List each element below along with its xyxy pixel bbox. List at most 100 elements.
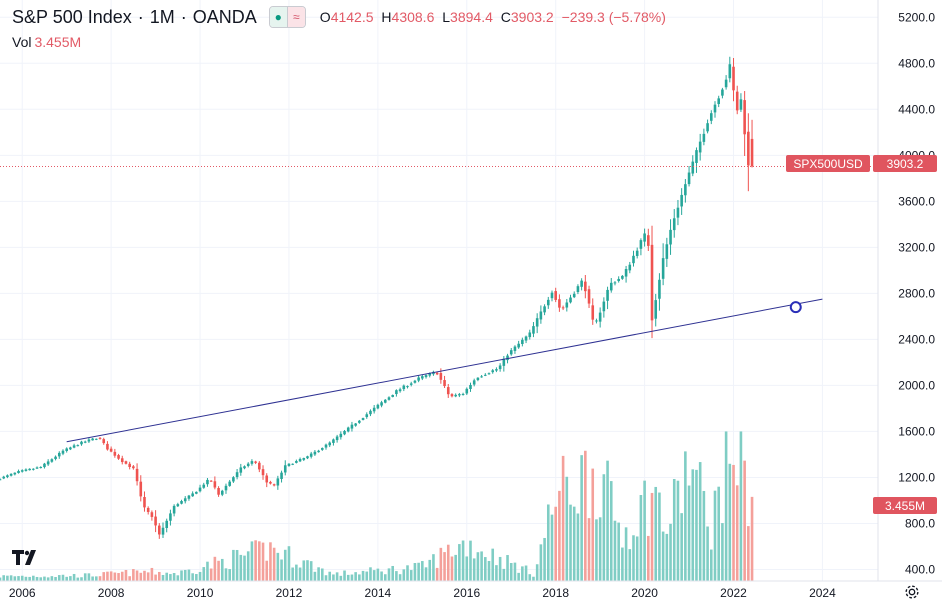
volume-bar: [91, 576, 94, 581]
candle-body: [376, 404, 380, 409]
candle-body: [724, 79, 728, 88]
trend-line-handle[interactable]: [789, 301, 802, 314]
volume-bar: [50, 576, 54, 581]
exchange-label[interactable]: OANDA: [192, 6, 257, 27]
candle-body: [339, 433, 343, 438]
candle-body: [380, 402, 383, 406]
compare-icon[interactable]: ≈: [287, 7, 305, 27]
volume-bar: [24, 576, 28, 581]
symbol-price-tag: SPX500USD: [786, 155, 870, 172]
price-tick-label: 5200.0: [898, 10, 935, 24]
volume-bar: [350, 574, 354, 581]
tradingview-logo-icon[interactable]: [11, 547, 41, 569]
candle-body: [128, 463, 131, 468]
volume-bar: [102, 572, 106, 581]
volume-bar: [513, 562, 517, 581]
volume-bar: [309, 561, 313, 581]
candle-body: [250, 461, 254, 464]
candle-body: [402, 385, 406, 390]
candle-body: [146, 507, 150, 512]
candle-body: [57, 452, 61, 457]
candle-body: [446, 387, 450, 395]
candle-body: [69, 447, 72, 450]
volume-bar: [372, 570, 376, 581]
volume-bar: [739, 431, 743, 581]
volume-bar: [209, 568, 213, 581]
candle-body: [587, 289, 591, 304]
candle-body: [165, 520, 169, 529]
candle-body: [24, 469, 28, 471]
candle-body: [354, 423, 357, 426]
candle-body: [643, 233, 646, 242]
candle-body: [732, 66, 735, 91]
candle-body: [491, 370, 495, 373]
volume-bar: [283, 549, 287, 581]
candle-body: [258, 462, 261, 470]
close-label: C: [500, 9, 511, 25]
volume-bar: [298, 567, 302, 581]
eye-dot-icon[interactable]: ●: [269, 7, 288, 27]
volume-bar: [391, 565, 394, 581]
volume-bar: [265, 560, 269, 581]
volume-bar: [584, 450, 587, 581]
candle-body: [224, 485, 228, 491]
volume-bar: [569, 504, 572, 581]
candle-body: [554, 291, 557, 300]
gear-icon[interactable]: [903, 583, 921, 601]
volume-bar: [706, 526, 709, 581]
candle-body: [569, 297, 572, 303]
volume-bar: [335, 572, 339, 581]
volume-bar: [480, 551, 483, 581]
candle-body: [187, 495, 191, 499]
candle-body: [669, 229, 672, 245]
time-axis[interactable]: 2006 2008 2010 2012 2014 2016 2018 2020 2022 2024: [9, 586, 836, 600]
legend-dot: ·: [137, 6, 144, 27]
volume-bar: [354, 572, 357, 581]
interval-label[interactable]: 1M: [149, 6, 175, 27]
volume-bar: [206, 561, 209, 581]
last-price-tag-label: 3903.2: [887, 157, 924, 171]
volume-bar: [724, 431, 728, 581]
candle-body: [120, 458, 124, 463]
candle-body: [609, 282, 613, 291]
volume-price-tag: 3.455M: [873, 497, 937, 514]
candle-body: [283, 465, 287, 473]
candle-body: [598, 312, 602, 322]
volume-bar: [139, 572, 143, 581]
candle-body: [691, 161, 695, 174]
candle-body: [13, 472, 17, 475]
volume-bar: [650, 492, 654, 581]
volume-bar: [202, 567, 206, 581]
candle-body: [276, 478, 280, 486]
volume-bar: [684, 451, 687, 581]
trend-line[interactable]: [66, 298, 823, 443]
candle-body: [83, 441, 87, 443]
volume-bar: [28, 576, 31, 581]
price-tick-label: 3200.0: [898, 240, 935, 254]
volume-bar: [250, 541, 254, 581]
time-tick-label: 2018: [542, 586, 569, 600]
volume-bar: [124, 569, 128, 581]
price-tick-label: 4400.0: [898, 102, 935, 116]
candle-body: [739, 99, 743, 110]
volume-bar: [735, 485, 739, 581]
candle-body: [672, 218, 676, 231]
volume-bar: [502, 568, 506, 581]
candle-body: [706, 123, 709, 132]
candle-body: [450, 394, 454, 397]
volume-bar: [343, 570, 346, 581]
volume-bar: [747, 526, 750, 581]
candle-body: [495, 369, 498, 371]
volume-bar: [750, 496, 754, 581]
candle-body: [295, 460, 298, 463]
volume-bar: [191, 573, 194, 581]
volume-bar: [95, 576, 98, 581]
candle-body: [735, 91, 739, 111]
volume-bar: [476, 552, 480, 581]
price-tick-label: 3600.0: [898, 194, 935, 208]
symbol-title[interactable]: S&P 500 Index: [12, 6, 132, 27]
volume-bar: [550, 514, 554, 581]
volume-bar: [43, 576, 46, 581]
volume-bar: [432, 554, 435, 581]
